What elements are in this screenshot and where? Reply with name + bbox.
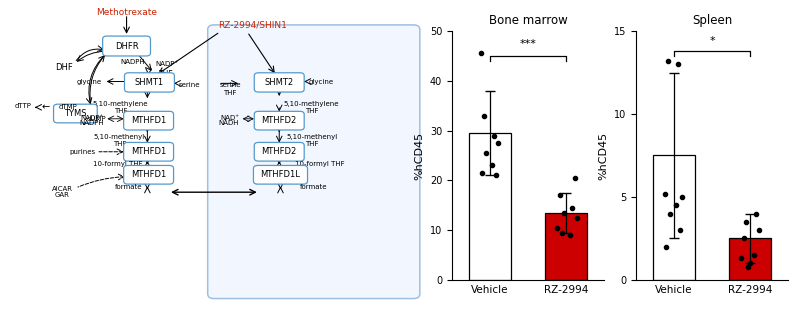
Text: MTHFD2: MTHFD2: [262, 116, 297, 125]
FancyBboxPatch shape: [54, 104, 98, 123]
Text: Methotrexate: Methotrexate: [96, 8, 157, 17]
Text: glycine: glycine: [77, 79, 102, 86]
Text: purines: purines: [70, 149, 95, 155]
Text: formate: formate: [300, 184, 327, 190]
Text: dUMP: dUMP: [87, 116, 106, 122]
Text: THF: THF: [158, 70, 174, 78]
FancyBboxPatch shape: [102, 36, 150, 56]
Text: MTHFD1L: MTHFD1L: [261, 170, 301, 179]
Text: MTHFD1: MTHFD1: [131, 170, 166, 179]
Text: NADPH: NADPH: [79, 120, 104, 126]
Text: 5,10-methenyl
THF: 5,10-methenyl THF: [94, 134, 145, 147]
FancyBboxPatch shape: [254, 165, 307, 184]
Bar: [653, 156, 695, 280]
Text: RZ-2994/SHIN1: RZ-2994/SHIN1: [218, 21, 287, 29]
Text: ←: ←: [42, 102, 50, 112]
Text: 5,10-methylene
THF: 5,10-methylene THF: [93, 101, 148, 114]
Title: Spleen: Spleen: [692, 14, 732, 27]
Text: SHMT2: SHMT2: [265, 78, 294, 87]
Text: NAD⁺: NAD⁺: [220, 114, 239, 121]
Title: Bone marrow: Bone marrow: [489, 14, 567, 27]
Y-axis label: %hCD45: %hCD45: [598, 132, 608, 179]
Text: 10-formyl THF: 10-formyl THF: [94, 161, 143, 167]
Text: DHFR: DHFR: [114, 42, 138, 50]
Text: dTMP: dTMP: [58, 104, 78, 110]
FancyBboxPatch shape: [124, 111, 174, 130]
FancyBboxPatch shape: [125, 73, 174, 92]
FancyBboxPatch shape: [124, 142, 174, 161]
Text: serine: serine: [219, 81, 241, 88]
FancyBboxPatch shape: [124, 165, 174, 184]
Text: NADH: NADH: [218, 120, 239, 126]
Text: MTHFD1: MTHFD1: [131, 116, 166, 125]
Text: glycine: glycine: [308, 79, 334, 86]
Text: MTHFD2: MTHFD2: [262, 147, 297, 156]
Text: AICAR: AICAR: [51, 186, 73, 192]
FancyBboxPatch shape: [254, 73, 304, 92]
Y-axis label: %hCD45: %hCD45: [414, 132, 424, 179]
Text: DHF: DHF: [55, 63, 73, 72]
Text: THF: THF: [223, 90, 237, 96]
Text: MTHFD1: MTHFD1: [131, 147, 166, 156]
Text: SHMT1: SHMT1: [135, 78, 164, 87]
Text: dTTP: dTTP: [14, 103, 31, 109]
Text: serine: serine: [178, 81, 200, 88]
Bar: [545, 213, 587, 280]
Text: ***: ***: [519, 39, 537, 49]
FancyBboxPatch shape: [254, 142, 304, 161]
Text: 10-formyl THF: 10-formyl THF: [295, 161, 345, 167]
Text: GAR: GAR: [54, 192, 70, 198]
Text: TYMS: TYMS: [64, 109, 86, 118]
Text: NADP⁺: NADP⁺: [156, 61, 179, 67]
Text: 5,10-methenyl
THF: 5,10-methenyl THF: [286, 134, 338, 147]
Text: NADPH: NADPH: [121, 59, 145, 65]
Text: 5,10-methylene
THF: 5,10-methylene THF: [284, 101, 339, 114]
Bar: [729, 239, 771, 280]
Text: NADP⁺: NADP⁺: [81, 114, 104, 121]
Text: *: *: [709, 36, 715, 46]
Text: formate: formate: [115, 184, 142, 190]
FancyBboxPatch shape: [254, 111, 304, 130]
Bar: [469, 133, 511, 280]
FancyBboxPatch shape: [208, 25, 420, 299]
